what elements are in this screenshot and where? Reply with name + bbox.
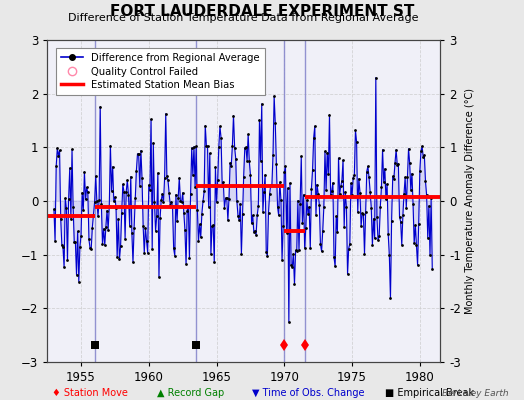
Text: FORT LAUDERDALE EXPERIMENT ST: FORT LAUDERDALE EXPERIMENT ST <box>110 4 414 19</box>
Title: Difference of Station Temperature Data from Regional Average: Difference of Station Temperature Data f… <box>69 12 419 22</box>
Legend: Difference from Regional Average, Quality Control Failed, Estimated Station Mean: Difference from Regional Average, Qualit… <box>56 48 265 95</box>
Text: Berkeley Earth: Berkeley Earth <box>442 389 508 398</box>
Text: ▼ Time of Obs. Change: ▼ Time of Obs. Change <box>252 388 364 398</box>
Y-axis label: Monthly Temperature Anomaly Difference (°C): Monthly Temperature Anomaly Difference (… <box>465 88 475 314</box>
Text: ■ Empirical Break: ■ Empirical Break <box>385 388 474 398</box>
Text: ▲ Record Gap: ▲ Record Gap <box>157 388 224 398</box>
Text: ♦ Station Move: ♦ Station Move <box>52 388 128 398</box>
